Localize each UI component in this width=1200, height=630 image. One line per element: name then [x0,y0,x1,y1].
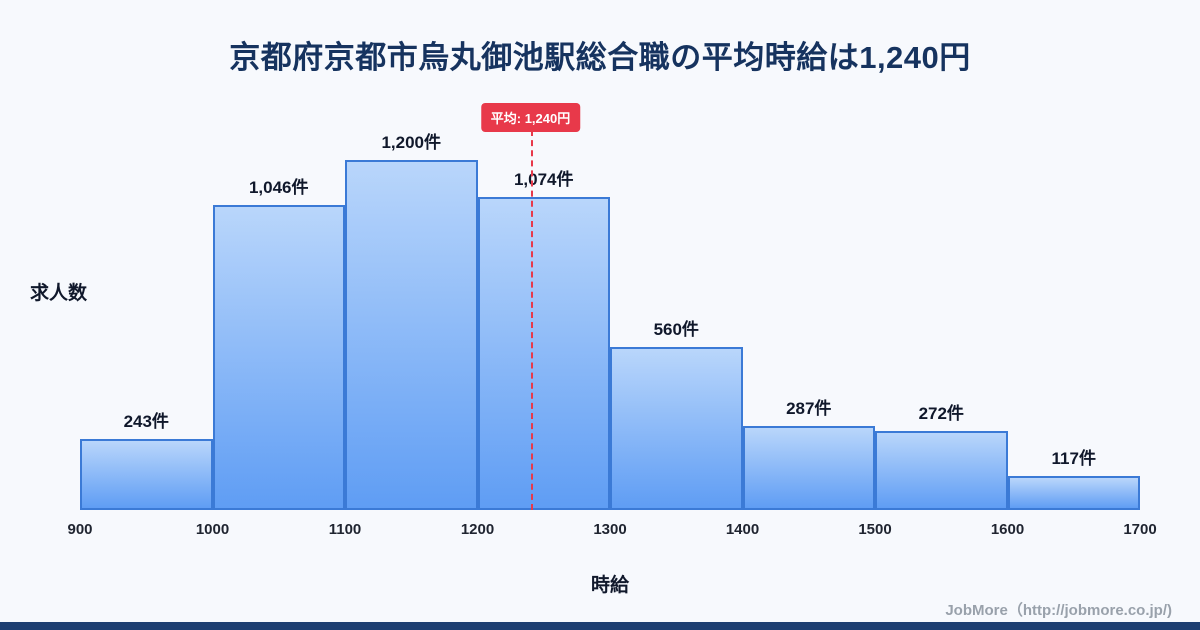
mean-value-badge: 平均: 1,240円 [480,103,581,132]
x-tick-label: 1400 [725,521,760,538]
bottom-accent-bar [0,622,1200,630]
y-axis-title: 求人数 [30,283,88,304]
x-axis-title: 時給 [590,575,629,596]
bar-value-label: 560件 [653,320,699,339]
x-tick-label: 1300 [593,521,627,538]
x-tick-label: 900 [67,521,93,538]
x-tick-label: 1500 [858,521,892,538]
histogram-bar [610,347,743,510]
histogram-bar [1007,476,1140,510]
x-tick-label: 1700 [1123,521,1157,538]
x-tick-label: 1000 [195,521,230,538]
bar-value-label: 1,200件 [381,133,442,152]
mean-line [530,130,533,510]
attribution-text: JobMore（http://jobmore.co.jp/) [945,602,1172,619]
x-tick-label: 1600 [990,521,1025,538]
bar-value-label: 243件 [123,412,169,431]
histogram-bar [80,439,213,510]
bar-value-label: 1,046件 [248,178,309,197]
bar-value-label: 287件 [786,399,832,418]
chart-title: 京都府京都市烏丸御池駅総合職の平均時給は1,240円 [229,40,971,75]
histogram-bar [477,197,610,510]
histogram-bar [742,426,875,510]
x-axis-ticks: 900 1000 1100 1200 1300 1400 1500 1600 1700 [67,521,1156,541]
histogram-bar [212,205,345,510]
bar-value-label: 1,074件 [513,170,574,189]
plot-area: 243件 1,046件 1,200件 1,074件 560件 287件 272件 117件 [80,130,1140,510]
histogram-bar [875,431,1008,510]
x-tick-label: 1100 [328,521,362,538]
bar-value-label: 272件 [918,404,964,423]
x-tick-label: 1200 [460,521,495,538]
histogram-bar [345,160,478,510]
bar-value-label: 117件 [1051,449,1096,468]
